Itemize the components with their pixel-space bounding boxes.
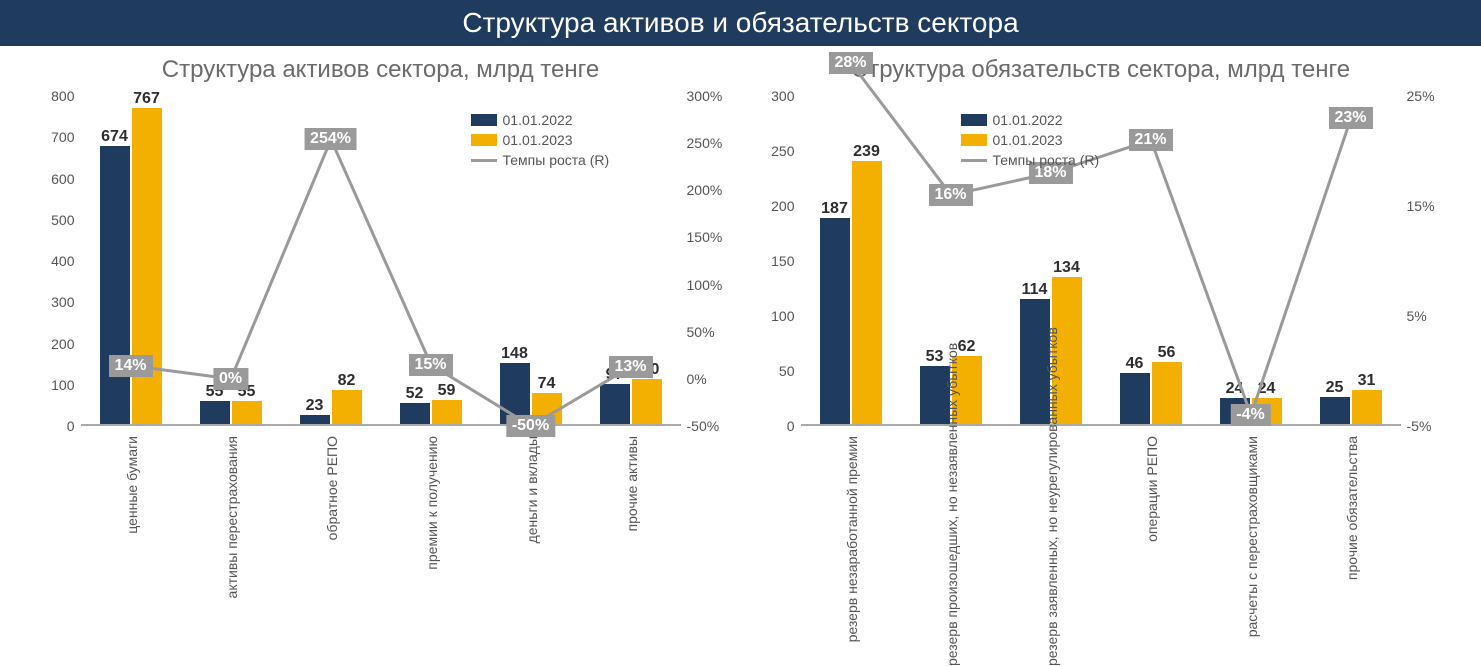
assets-category-label: активы перестрахования [224, 436, 240, 666]
assets-category-label: премии к получению [424, 436, 440, 666]
legend-line-icon [961, 159, 987, 162]
legend-swatch-b [471, 134, 497, 146]
charts-row: Структура активов сектора, млрд тенге 67… [0, 46, 1481, 656]
liabilities-growth-label: -4% [1230, 404, 1270, 426]
assets-growth-label: -50% [506, 415, 555, 437]
legend-swatch-a [471, 114, 497, 126]
legend-item-growth: Темпы роста (R) [961, 150, 1100, 170]
chart-assets-plot: 6747675555238252591487497110010020030040… [31, 86, 731, 656]
title-text: Структура активов и обязательств сектора [462, 7, 1018, 38]
assets-growth-label: 254% [304, 128, 357, 150]
assets-growth-label: 0% [213, 368, 248, 390]
title-banner: Структура активов и обязательств сектора [0, 0, 1481, 46]
legend-item-b: 01.01.2023 [961, 130, 1100, 150]
liabilities-growth-label: 23% [1328, 107, 1372, 129]
legend-label-b: 01.01.2023 [993, 130, 1063, 150]
liabilities-legend: 01.01.202201.01.2023Темпы роста (R) [961, 110, 1100, 170]
legend-item-a: 01.01.2022 [471, 110, 610, 130]
liabilities-category-label: расчеты с перестраховщиками [1244, 436, 1260, 666]
assets-category-label: деньги и вклады [524, 436, 540, 666]
chart-assets: Структура активов сектора, млрд тенге 67… [31, 52, 731, 656]
legend-item-a: 01.01.2022 [961, 110, 1100, 130]
assets-growth-label: 14% [108, 355, 152, 377]
chart-liabilities-plot: 1872395362114134465624242531050100150200… [751, 86, 1451, 656]
legend-label-a: 01.01.2022 [993, 110, 1063, 130]
assets-growth-label: 15% [408, 354, 452, 376]
legend-swatch-a [961, 114, 987, 126]
liabilities-growth-label: 28% [828, 52, 872, 74]
liabilities-growth-label: 16% [928, 184, 972, 206]
legend-label-b: 01.01.2023 [503, 130, 573, 150]
legend-label-a: 01.01.2022 [503, 110, 573, 130]
liabilities-growth-line [751, 86, 1451, 426]
liabilities-category-label: резерв произошедших, но незаявленных убы… [944, 436, 960, 666]
assets-legend: 01.01.202201.01.2023Темпы роста (R) [471, 110, 610, 170]
legend-label-growth: Темпы роста (R) [503, 150, 610, 170]
assets-category-label: обратное РЕПО [324, 436, 340, 666]
liabilities-category-label: резерв незаработанной премии [844, 436, 860, 666]
assets-category-label: прочие активы [624, 436, 640, 666]
chart-assets-title: Структура активов сектора, млрд тенге [31, 56, 731, 84]
liabilities-category-label: резерв заявленных, но неурегулированных … [1044, 436, 1060, 666]
liabilities-category-label: прочие обязательства [1344, 436, 1360, 666]
liabilities-growth-label: 21% [1128, 129, 1172, 151]
legend-line-icon [471, 159, 497, 162]
assets-category-label: ценные бумаги [124, 436, 140, 666]
chart-liabilities: Структура обязательств сектора, млрд тен… [751, 52, 1451, 656]
legend-swatch-b [961, 134, 987, 146]
liabilities-category-label: операции РЕПО [1144, 436, 1160, 666]
legend-item-growth: Темпы роста (R) [471, 150, 610, 170]
assets-growth-label: 13% [608, 356, 652, 378]
legend-item-b: 01.01.2023 [471, 130, 610, 150]
legend-label-growth: Темпы роста (R) [993, 150, 1100, 170]
